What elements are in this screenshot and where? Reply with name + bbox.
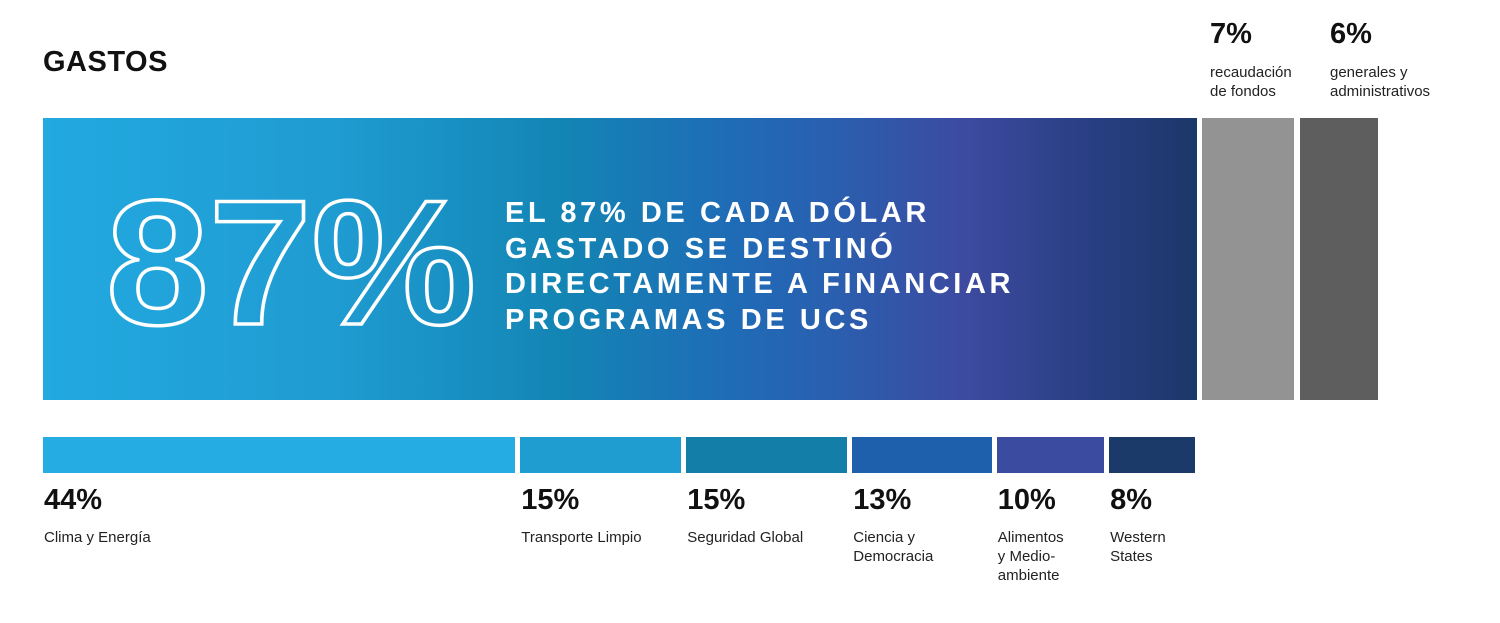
program-bar-segment: [686, 437, 848, 473]
overhead-label-admin: 6% generales y administrativos: [1330, 20, 1480, 101]
program-label: 44% Clima y Energía: [44, 486, 204, 547]
program-percent: 13%: [853, 484, 912, 516]
big-percent-text: 87%: [106, 182, 476, 342]
program-bar-segment: [520, 437, 682, 473]
program-label: 15% Seguridad Global: [687, 486, 847, 547]
program-caption: Transporte Limpio: [521, 529, 642, 546]
program-caption: Western States: [1110, 529, 1166, 565]
program-percent: 15%: [521, 484, 580, 516]
overhead-pct-fundraising: 7%: [1210, 18, 1252, 50]
overhead-caption-fundraising: recaudación de fondos: [1210, 64, 1292, 100]
big-percent-number: 87%: [106, 182, 478, 342]
program-percent: 10%: [997, 484, 1056, 516]
chart-title: GASTOS: [43, 46, 168, 78]
program-caption: Ciencia y Democracia: [853, 529, 934, 565]
fundraising-bar: [1202, 118, 1294, 400]
programs-total-bar: [43, 118, 1197, 400]
program-bar-segment: [1109, 437, 1195, 473]
program-label: 15% Transporte Limpio: [521, 486, 681, 547]
program-label: 10% Alimentos y Medio- ambiente: [998, 486, 1158, 585]
program-bar-segment: [996, 437, 1105, 473]
overhead-caption-admin: generales y administrativos: [1330, 64, 1431, 100]
program-caption: Clima y Energía: [44, 529, 151, 546]
program-bar-segment: [852, 437, 992, 473]
program-percent: 15%: [687, 484, 746, 516]
program-caption: Seguridad Global: [687, 529, 804, 546]
program-caption: Alimentos y Medio- ambiente: [997, 529, 1064, 584]
overhead-pct-admin: 6%: [1330, 18, 1372, 50]
program-label: 13% Ciencia y Democracia: [853, 486, 1013, 566]
program-label: 8% Western States: [1110, 486, 1270, 566]
programs-headline: EL 87% DE CADA DÓLAR GASTADO SE DESTINÓ …: [505, 197, 1015, 336]
admin-bar: [1300, 118, 1378, 400]
overhead-label-fundraising: 7% recaudación de fondos: [1210, 20, 1360, 101]
program-bar-segment: [43, 437, 516, 473]
program-percent: 44%: [44, 484, 103, 516]
program-percent: 8%: [1110, 484, 1153, 516]
